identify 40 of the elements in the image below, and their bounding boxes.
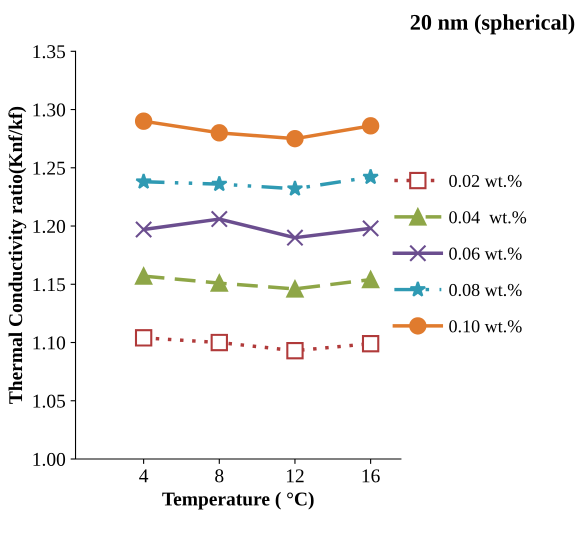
y-tick-label: 1.25 xyxy=(33,162,66,175)
x-tick-label: 4 xyxy=(139,469,148,482)
x-axis-title: Temperature ( °C) xyxy=(162,492,314,510)
x-tick-label: 12 xyxy=(286,469,304,482)
y-tick-label: 1.20 xyxy=(33,220,66,234)
x-tick-label: 16 xyxy=(362,469,380,482)
y-tick-label: 1.30 xyxy=(33,103,66,117)
point xyxy=(362,117,380,135)
point xyxy=(362,220,380,238)
y-tick-label: 1.05 xyxy=(33,394,66,408)
point xyxy=(210,124,228,142)
point xyxy=(135,173,152,189)
point xyxy=(210,274,228,292)
point xyxy=(210,210,228,228)
point xyxy=(286,228,304,246)
point xyxy=(134,220,152,238)
legend-label: 0.06 wt.% xyxy=(449,248,522,260)
point xyxy=(286,280,304,298)
legend-label: 0.08 wt.% xyxy=(449,284,522,296)
point xyxy=(362,168,379,184)
point xyxy=(286,342,304,360)
text: 20 nm (spherical) xyxy=(410,14,574,34)
y-tick-label: 1.15 xyxy=(33,278,66,292)
x-tick-label: 8 xyxy=(215,469,224,482)
point xyxy=(362,334,380,352)
legend-label: 0.10 wt.% xyxy=(449,320,522,332)
point xyxy=(286,180,304,196)
point xyxy=(134,267,152,285)
point xyxy=(210,334,228,352)
y-axis-title: Thermal Conductivity ratio(Knf/kf) xyxy=(8,106,26,404)
point xyxy=(134,329,152,347)
legend-label: 0.04 wt.% xyxy=(449,211,526,224)
legend-label: 0.02 wt.% xyxy=(449,174,522,188)
point xyxy=(362,270,380,288)
y-tick-label: 1.35 xyxy=(33,45,66,58)
point xyxy=(286,130,304,148)
y-tick-label: 1.00 xyxy=(33,452,66,466)
point xyxy=(210,175,228,192)
point xyxy=(134,112,152,130)
y-tick-label: 1.10 xyxy=(33,336,66,350)
